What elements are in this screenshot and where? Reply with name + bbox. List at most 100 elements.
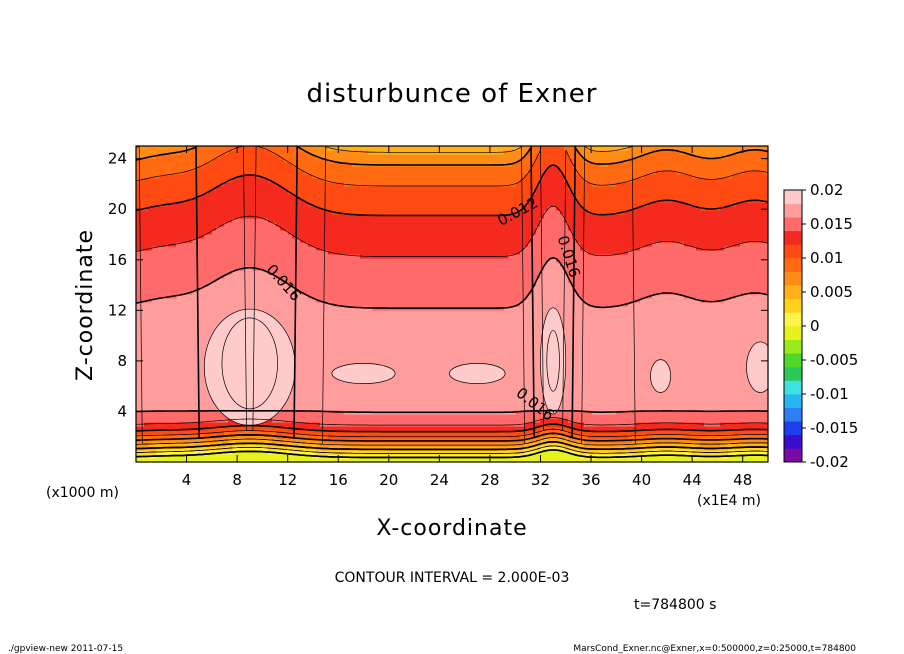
field-cell (732, 342, 737, 347)
field-cell (304, 334, 309, 339)
field-cell (520, 378, 525, 383)
field-cell (572, 350, 577, 355)
field-cell (572, 418, 577, 423)
field-cell (688, 342, 693, 347)
field-cell (616, 374, 621, 379)
field-cell (400, 386, 405, 391)
field-cell (352, 350, 357, 355)
field-cell (464, 414, 469, 419)
field-cell (636, 458, 641, 462)
field-cell (748, 418, 753, 423)
field-cell (184, 446, 189, 451)
field-cell (336, 350, 341, 355)
field-cell (456, 414, 461, 419)
field-cell (664, 422, 669, 427)
field-cell (152, 354, 157, 359)
field-cell (444, 362, 449, 367)
field-cell (400, 354, 405, 359)
field-cell (512, 454, 517, 459)
field-cell (308, 350, 313, 355)
field-cell (720, 390, 725, 395)
field-cell (500, 358, 505, 363)
field-cell (608, 370, 613, 375)
field-cell (568, 370, 573, 375)
field-cell (248, 438, 253, 443)
field-cell (620, 386, 625, 391)
field-cell (504, 334, 509, 339)
field-cell (380, 426, 385, 431)
field-cell (752, 454, 757, 459)
field-cell (300, 434, 305, 439)
field-cell (728, 442, 733, 447)
field-cell (732, 450, 737, 455)
field-cell (600, 370, 605, 375)
field-cell (744, 454, 749, 459)
field-cell (628, 370, 633, 375)
field-cell (160, 350, 165, 355)
field-cell (424, 414, 429, 419)
field-cell (372, 350, 377, 355)
field-cell (156, 422, 161, 427)
field-cell (524, 386, 529, 391)
field-cell (628, 374, 633, 379)
field-cell (404, 426, 409, 431)
field-cell (312, 398, 317, 403)
field-cell (520, 334, 525, 339)
field-cell (224, 426, 229, 431)
field-cell (420, 406, 425, 411)
field-cell (496, 450, 501, 455)
field-cell (448, 382, 453, 387)
field-cell (668, 438, 673, 443)
field-cell (336, 430, 341, 435)
field-cell (620, 450, 625, 455)
field-cell (240, 430, 245, 435)
field-cell (344, 346, 349, 351)
field-cell (708, 434, 713, 439)
field-cell (664, 406, 669, 411)
field-cell (660, 354, 665, 359)
field-cell (620, 362, 625, 367)
field-cell (504, 382, 509, 387)
field-cell (160, 390, 165, 395)
field-cell (300, 346, 305, 351)
field-cell (188, 334, 193, 339)
field-cell (208, 398, 213, 403)
field-cell (192, 430, 197, 435)
field-cell (136, 458, 141, 462)
field-cell (160, 334, 165, 339)
field-cell (248, 446, 253, 451)
field-cell (684, 418, 689, 423)
field-cell (352, 406, 357, 411)
field-cell (360, 382, 365, 387)
field-cell (680, 342, 685, 347)
field-cell (604, 390, 609, 395)
field-cell (692, 338, 697, 343)
field-cell (724, 458, 729, 462)
field-cell (440, 342, 445, 347)
field-cell (204, 402, 209, 407)
field-cell (668, 414, 673, 419)
field-cell (468, 390, 473, 395)
field-cell (340, 334, 345, 339)
field-cell (684, 430, 689, 435)
field-cell (604, 346, 609, 351)
field-cell (336, 342, 341, 347)
field-cell (604, 386, 609, 391)
field-cell (404, 370, 409, 375)
field-cell (268, 418, 273, 423)
field-cell (344, 458, 349, 462)
field-cell (200, 438, 205, 443)
field-cell (404, 386, 409, 391)
field-cell (644, 430, 649, 435)
field-cell (620, 370, 625, 375)
field-cell (704, 390, 709, 395)
field-cell (296, 350, 301, 355)
field-cell (188, 458, 193, 462)
field-cell (340, 450, 345, 455)
field-cell (360, 338, 365, 343)
field-cell (496, 334, 501, 339)
field-cell (628, 406, 633, 411)
field-cell (504, 374, 509, 379)
field-cell (388, 382, 393, 387)
field-cell (504, 366, 509, 371)
